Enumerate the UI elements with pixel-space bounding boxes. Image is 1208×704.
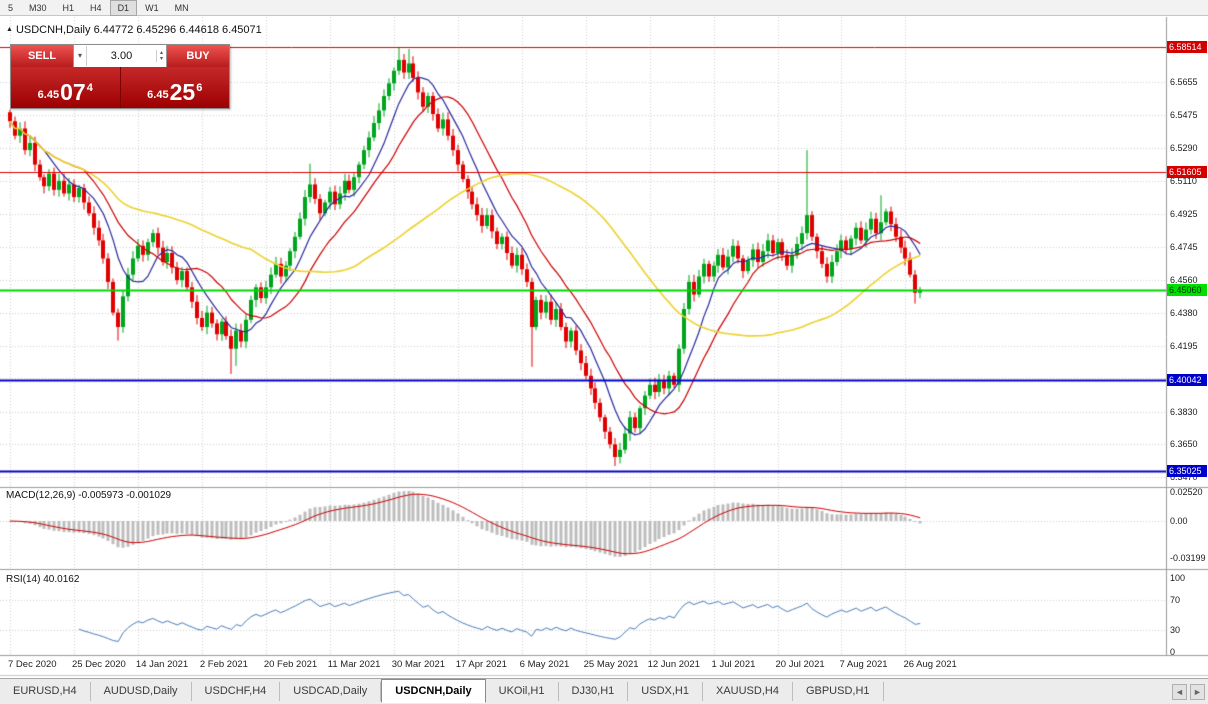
timeframe-button-m30[interactable]: M30 [29, 2, 47, 13]
bid-price-pipette: 4 [86, 82, 93, 94]
timeframe-button-5[interactable]: 5 [8, 2, 14, 13]
one-click-trading-panel: SELL ▾ 3.00 ▴ ▾ BUY 6.45 07 4 6.45 25 6 [10, 44, 230, 109]
tab-usdcnh-daily[interactable]: USDCNH,Daily [381, 679, 486, 703]
tab-scroll-nav: ◄ ► [1172, 684, 1205, 700]
tab-scroll-left-icon[interactable]: ◄ [1172, 684, 1187, 700]
timeframe-button-mn[interactable]: MN [174, 2, 189, 13]
tab-usdcad-daily[interactable]: USDCAD,Daily [280, 682, 382, 701]
spinner-down-icon[interactable]: ▾ [159, 56, 163, 62]
collapse-triangle-icon: ▲ [6, 26, 13, 33]
chart-ohlc-values: 6.44772 6.45296 6.44618 6.45071 [93, 24, 262, 36]
timeframe-button-w1[interactable]: W1 [145, 2, 159, 13]
ask-price-button[interactable]: 6.45 25 6 [120, 67, 229, 108]
tab-scroll-right-icon[interactable]: ► [1190, 684, 1205, 700]
spinner-up-icon[interactable]: ▴ [159, 50, 163, 56]
timeframe-button-d1[interactable]: D1 [109, 0, 138, 16]
buy-button[interactable]: BUY [167, 45, 229, 67]
rsi-value: 40.0162 [43, 574, 80, 585]
volume-spinner[interactable]: ▴ ▾ [155, 50, 166, 62]
volume-field[interactable]: ▾ 3.00 ▴ ▾ [73, 45, 167, 67]
bid-price-main: 07 [60, 79, 86, 105]
timeframe-button-h4[interactable]: H4 [90, 2, 102, 13]
chart-tab-bar: EURUSD,H4 AUDUSD,Daily USDCHF,H4 USDCAD,Dai… [0, 678, 1208, 704]
bid-price-prefix: 6.45 [37, 89, 60, 101]
timeframe-toolbar: 5 M30 H1 H4 D1 W1 MN [0, 0, 1208, 16]
tab-ukoil-h1[interactable]: UKOil,H1 [486, 682, 559, 701]
tab-audusd-daily[interactable]: AUDUSD,Daily [91, 682, 192, 701]
bid-price-button[interactable]: 6.45 07 4 [11, 67, 120, 108]
sell-button[interactable]: SELL [11, 45, 73, 67]
rsi-indicator-label: RSI(14) 40.0162 [6, 574, 79, 585]
ask-price-pipette: 6 [196, 82, 203, 94]
ask-price-prefix: 6.45 [147, 89, 169, 101]
tab-usdchf-h4[interactable]: USDCHF,H4 [192, 682, 281, 701]
ask-price-main: 25 [169, 79, 196, 105]
tab-usdx-h1[interactable]: USDX,H1 [628, 682, 703, 701]
chart-title: ▲ USDCNH,Daily 6.44772 6.45296 6.44618 6.… [6, 24, 262, 36]
chart-symbol-label: USDCNH,Daily [15, 24, 91, 36]
macd-name: MACD(12,26,9) [6, 490, 76, 501]
tab-dj30-h1[interactable]: DJ30,H1 [559, 682, 629, 701]
tab-eurusd-h4[interactable]: EURUSD,H4 [0, 682, 91, 701]
volume-value[interactable]: 3.00 [110, 50, 133, 62]
volume-dropdown-icon[interactable]: ▾ [74, 46, 88, 66]
rsi-name: RSI(14) [6, 574, 41, 585]
macd-indicator-label: MACD(12,26,9) -0.005973 -0.001029 [6, 490, 171, 501]
timeframe-button-h1[interactable]: H1 [62, 2, 75, 13]
tab-xauusd-h4[interactable]: XAUUSD,H4 [703, 682, 793, 701]
macd-values: -0.005973 -0.001029 [78, 490, 172, 501]
tab-gbpusd-h1[interactable]: GBPUSD,H1 [793, 682, 884, 701]
